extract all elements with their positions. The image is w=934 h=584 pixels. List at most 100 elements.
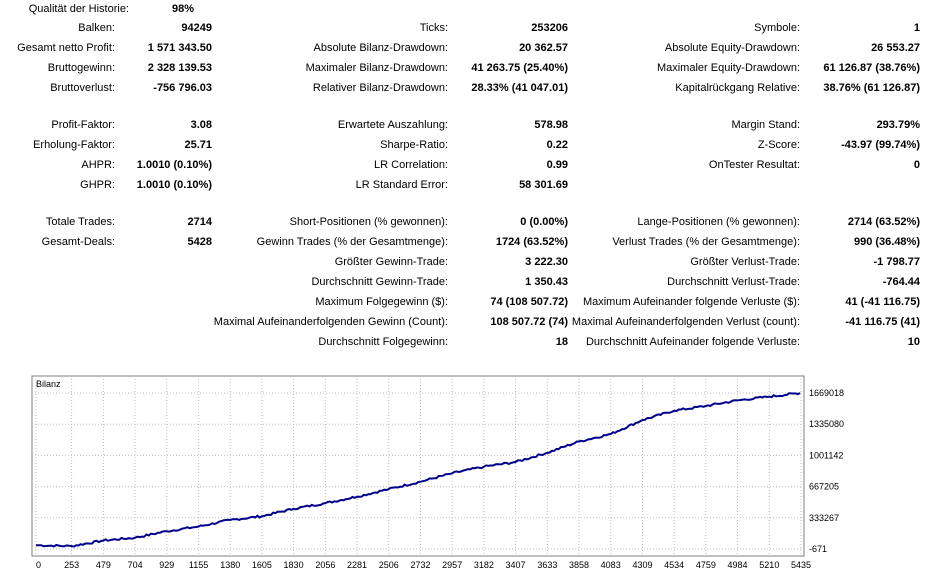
x-tick-label: 2732 [411,560,431,570]
x-tick-label: 2957 [442,560,462,570]
label-max-folgegewinn: Maximum Folgegewinn ($): [315,296,448,308]
value-kapitalrueckgang: 38.76% (61 126.87) [823,82,920,94]
balance-chart-svg: Bilanz 1669018 1335080 1001142 667205 333267… [31,375,844,570]
label-lr-std-error: LR Standard Error: [355,179,448,191]
label-durchschnitt-folgeverluste: Durchschnitt Aufeinander folgende Verlus… [585,336,800,348]
value-short-pos: 0 (0.00%) [520,216,568,228]
value-erholung-faktor: 25.71 [184,139,212,151]
value-max-folgegewinn: 74 (108 507.72) [490,296,568,308]
y-tick-label: 333267 [809,513,839,523]
label-qualitaet: Qualität der Historie: [28,3,129,15]
value-margin-stand: 293.79% [876,119,920,131]
value-lr-std-error: 58 301.69 [519,179,568,191]
x-tick-label: 2281 [347,560,367,570]
label-abs-bilanz-dd: Absolute Bilanz-Drawdown: [313,42,448,54]
balance-chart: Bilanz 1669018 1335080 1001142 667205 333267… [0,370,934,581]
x-tick-label: 929 [159,560,174,570]
x-tick-label: 3182 [474,560,494,570]
x-tick-label: 479 [96,560,111,570]
chart-title: Bilanz [36,379,61,389]
x-tick-label: 2056 [315,560,335,570]
value-durchschnitt-folgegewinn: 18 [555,336,568,348]
label-erwartete-auszahlung: Erwartete Auszahlung: [337,119,448,131]
x-tick-label: 1830 [284,560,304,570]
value-bruttogewinn: 2 328 139.53 [147,62,212,74]
label-netto-profit: Gesamt netto Profit: [17,42,115,54]
x-tick-label: 3407 [506,560,526,570]
value-profit-faktor: 3.08 [190,119,212,131]
value-netto-profit: 1 571 343.50 [147,42,212,54]
label-erholung-faktor: Erholung-Faktor: [33,139,115,151]
value-groesster-gewinn: 3 222.30 [525,256,568,268]
label-bruttogewinn: Bruttogewinn: [47,62,115,74]
label-ahpr: AHPR: [81,159,115,171]
label-short-pos: Short-Positionen (% gewonnen): [289,216,448,228]
value-balken: 94249 [181,22,212,34]
x-tick-label: 4083 [601,560,621,570]
x-tick-label: 5210 [759,560,779,570]
value-lr-correlation: 0.99 [546,159,568,171]
value-ticks: 253206 [531,22,568,34]
x-tick-label: 4984 [727,560,747,570]
value-rel-bilanz-dd: 28.33% (41 047.01) [471,82,568,94]
label-symbole: Symbole: [754,22,800,34]
value-qualitaet: 98% [172,3,195,15]
chart-plot-area [31,375,805,557]
label-margin-stand: Margin Stand: [731,119,800,131]
label-kapitalrueckgang: Kapitalrückgang Relative: [675,82,800,94]
x-tick-label: 704 [128,560,143,570]
value-ghpr: 1.0010 (0.10%) [136,179,212,191]
label-groesster-verlust: Größter Verlust-Trade: [690,256,800,268]
label-gewinn-trades: Gewinn Trades (% der Gesamtmenge): [256,236,448,248]
label-groesster-gewinn: Größter Gewinn-Trade: [334,256,448,268]
x-tick-label: 1380 [220,560,240,570]
value-durchschnitt-gewinn: 1 350.43 [525,276,568,288]
label-bruttoverlust: Bruttoverlust: [50,82,115,94]
value-symbole: 1 [913,22,920,34]
value-ontester: 0 [913,159,920,171]
series-line-bilanz [35,392,801,548]
x-tick-label: 4534 [664,560,684,570]
value-gewinn-trades: 1724 (63.52%) [495,236,568,248]
value-gesamt-deals: 5428 [187,236,212,248]
label-maximal-gewinn-count: Maximal Aufeinanderfolgenden Gewinn (Cou… [213,316,448,328]
value-max-equity-dd: 61 126.87 (38.76%) [823,62,920,74]
label-abs-equity-dd: Absolute Equity-Drawdown: [664,42,800,54]
value-totale-trades: 2714 [187,216,212,228]
label-maximal-verlust-count: Maximal Aufeinanderfolgenden Verlust (co… [571,316,800,328]
value-verlust-trades: 990 (36.48%) [853,236,920,248]
value-durchschnitt-folgeverluste: 10 [907,336,920,348]
label-verlust-trades: Verlust Trades (% der Gesamtmenge): [612,236,800,248]
value-ahpr: 1.0010 (0.10%) [136,159,212,171]
label-sharpe: Sharpe-Ratio: [380,139,448,151]
label-max-folgeverluste: Maximum Aufeinander folgende Verluste ($… [582,296,800,308]
chart-x-ticks: 0 253 479 704 929 1155 1380 1605 1830 2056 2281 250… [36,560,811,570]
label-balken: Balken: [78,22,115,34]
y-tick-label: 1001142 [809,450,843,460]
label-gesamt-deals: Gesamt-Deals: [41,236,115,248]
value-abs-equity-dd: 26 553.27 [871,42,920,54]
label-durchschnitt-gewinn: Durchschnitt Gewinn-Trade: [311,276,448,288]
x-tick-label: 253 [64,560,79,570]
x-tick-label: 1605 [252,560,272,570]
label-lange-pos: Lange-Positionen (% gewonnen): [637,216,800,228]
value-max-folgeverluste: 41 (-41 116.75) [845,296,920,308]
label-ticks: Ticks: [419,22,448,34]
label-durchschnitt-verlust: Durchschnitt Verlust-Trade: [667,276,800,288]
label-max-bilanz-dd: Maximaler Bilanz-Drawdown: [305,62,448,74]
value-sharpe: 0.22 [546,139,568,151]
label-z-score: Z-Score: [757,139,800,151]
value-maximal-gewinn-count: 108 507.72 (74) [490,316,568,328]
label-max-equity-dd: Maximaler Equity-Drawdown: [656,62,800,74]
label-lr-correlation: LR Correlation: [374,159,448,171]
label-ghpr: GHPR: [80,179,115,191]
label-profit-faktor: Profit-Faktor: [51,119,115,131]
x-tick-label: 1155 [189,560,208,570]
x-tick-label: 0 [36,560,41,570]
label-totale-trades: Totale Trades: [45,216,115,228]
x-tick-label: 3633 [537,560,557,570]
y-tick-label: 667205 [809,482,839,492]
value-z-score: -43.97 (99.74%) [841,139,920,151]
y-tick-label: 1335080 [809,419,844,429]
x-tick-label: 4759 [696,560,716,570]
